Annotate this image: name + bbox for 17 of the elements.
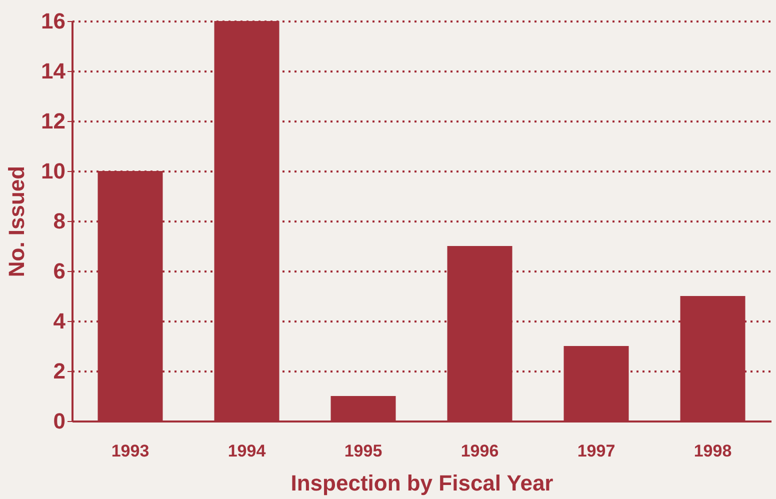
y-tick-label: 8 [53, 208, 66, 234]
x-tick-label: 1998 [694, 442, 732, 460]
x-tick-label: 1993 [111, 442, 150, 460]
x-axis-title: Inspection by Fiscal Year [290, 470, 554, 496]
y-tick-label: 16 [41, 8, 66, 34]
y-tick-label: 4 [53, 308, 66, 334]
y-tick-label: 6 [53, 258, 66, 284]
y-tick-label: 12 [41, 108, 66, 134]
y-tick-label: 10 [41, 158, 66, 184]
x-tick-label: 1997 [577, 442, 616, 460]
y-axis-title: No. Issued [4, 166, 30, 278]
x-tick-label: 1995 [344, 442, 382, 460]
y-tick-label: 0 [53, 408, 66, 434]
x-tick-label: 1994 [228, 442, 266, 460]
y-tick-label: 2 [53, 358, 66, 384]
y-tick-label: 14 [41, 58, 66, 84]
x-tick-label: 1996 [460, 442, 499, 460]
